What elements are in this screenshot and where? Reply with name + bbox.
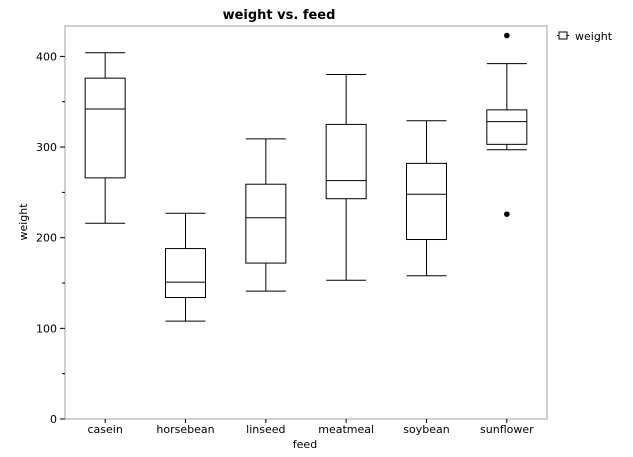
box-linseed[interactable] [245,138,287,292]
box-plot-icon [557,31,569,40]
x-axis: casein horsebean linseed meatmeal soybean sun… [88,419,534,436]
outlier-point[interactable] [504,32,510,39]
box-soybean[interactable] [406,120,447,277]
iqr-box [486,109,528,145]
outlier-point[interactable] [504,211,510,217]
box-series [84,32,528,322]
y-tick-label: 200 [36,232,57,245]
y-tick-label: 100 [36,322,57,335]
legend[interactable]: weight [557,30,613,43]
x-tick-label-meatmeal: meatmeal [318,423,374,436]
y-axis-label: weight [17,203,30,241]
iqr-box [245,183,287,264]
x-tick-label-linseed: linseed [246,423,285,436]
x-tick-label-soybean: soybean [403,423,449,436]
box-horsebean[interactable] [165,212,206,322]
y-tick-label: 0 [50,413,57,426]
legend-entry-weight: weight [575,30,613,43]
box-meatmeal[interactable] [325,74,367,281]
box-casein[interactable] [84,52,126,224]
x-axis-label: feed [293,438,317,451]
y-tick-label: 400 [36,50,57,63]
iqr-box [325,123,367,200]
chart-title: weight vs. feed [223,8,336,23]
x-tick-label-sunflower: sunflower [480,423,534,436]
y-tick-label: 300 [36,141,57,154]
y-axis: 0 100 200 300 400 [36,50,65,426]
iqr-box [84,77,126,179]
iqr-box [165,248,206,299]
x-tick-label-horsebean: horsebean [156,423,214,436]
x-tick-label-casein: casein [88,423,123,436]
box-sunflower[interactable] [486,32,528,217]
plot-area-frame [64,25,548,420]
iqr-box [406,162,447,241]
